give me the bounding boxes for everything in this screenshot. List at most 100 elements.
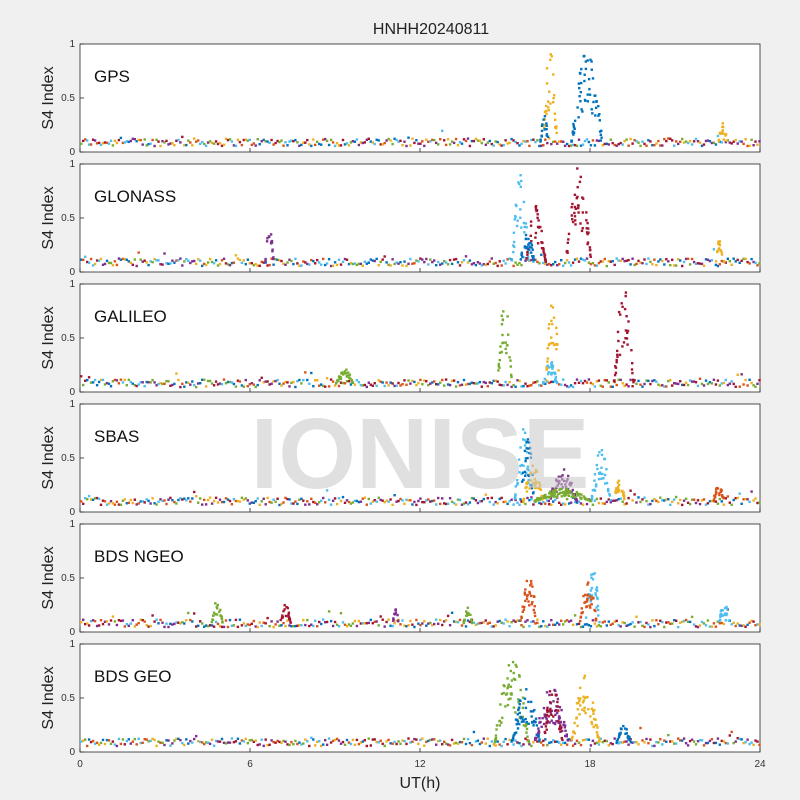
data-point bbox=[532, 381, 535, 384]
data-point bbox=[526, 496, 529, 500]
data-point bbox=[470, 139, 474, 143]
data-point bbox=[599, 384, 602, 387]
data-point bbox=[123, 743, 126, 746]
data-point bbox=[443, 502, 446, 505]
data-point bbox=[135, 623, 138, 626]
data-point bbox=[381, 258, 384, 261]
data-point bbox=[528, 144, 531, 148]
data-point bbox=[605, 624, 608, 627]
data-point bbox=[206, 625, 210, 628]
data-point bbox=[181, 135, 184, 139]
data-point bbox=[544, 382, 547, 385]
data-point bbox=[641, 624, 644, 627]
data-point bbox=[441, 497, 444, 500]
data-point bbox=[472, 497, 476, 500]
data-point bbox=[206, 498, 210, 502]
data-point bbox=[260, 376, 263, 379]
data-point bbox=[609, 742, 612, 745]
event-point bbox=[555, 479, 558, 483]
data-point bbox=[569, 501, 573, 504]
data-point bbox=[665, 139, 668, 143]
event-point bbox=[545, 133, 549, 136]
data-point bbox=[520, 385, 523, 388]
data-point bbox=[413, 141, 416, 145]
data-point bbox=[185, 381, 188, 384]
event-point bbox=[214, 602, 217, 605]
data-point bbox=[494, 744, 497, 747]
data-point bbox=[708, 381, 712, 384]
data-point bbox=[157, 622, 160, 625]
data-point bbox=[530, 620, 533, 624]
data-point bbox=[667, 733, 670, 737]
event-point bbox=[583, 54, 586, 58]
event-point bbox=[589, 253, 592, 256]
data-point bbox=[431, 260, 434, 264]
data-point bbox=[401, 264, 404, 267]
data-point bbox=[234, 254, 238, 257]
event-point bbox=[724, 606, 727, 610]
event-point bbox=[571, 202, 574, 206]
event-point bbox=[577, 211, 580, 214]
data-point bbox=[724, 140, 727, 144]
event-point bbox=[573, 215, 577, 218]
data-point bbox=[536, 260, 539, 264]
data-point bbox=[736, 496, 739, 500]
event-point bbox=[554, 694, 558, 697]
data-point bbox=[738, 140, 741, 143]
event-point bbox=[550, 494, 554, 498]
data-point bbox=[304, 141, 307, 144]
data-point bbox=[286, 144, 289, 147]
data-point bbox=[292, 625, 295, 628]
data-point bbox=[193, 612, 196, 615]
data-point bbox=[536, 380, 539, 383]
data-point bbox=[752, 144, 755, 147]
data-point bbox=[492, 379, 495, 383]
event-point bbox=[538, 717, 541, 720]
event-point bbox=[529, 456, 533, 459]
figure-title: HNHH20240811 bbox=[373, 21, 489, 38]
data-point bbox=[216, 622, 220, 626]
event-point bbox=[519, 715, 522, 719]
data-point bbox=[756, 501, 759, 505]
data-point bbox=[562, 502, 565, 505]
data-point bbox=[599, 139, 602, 142]
event-point bbox=[620, 728, 623, 731]
data-point bbox=[320, 744, 323, 748]
data-point bbox=[682, 619, 686, 623]
data-point bbox=[482, 263, 485, 266]
data-point bbox=[750, 138, 753, 141]
event-point bbox=[545, 124, 548, 127]
event-point bbox=[582, 594, 585, 598]
data-point bbox=[692, 740, 696, 743]
data-point bbox=[278, 382, 281, 385]
data-point bbox=[373, 738, 376, 741]
data-point bbox=[133, 737, 136, 741]
event-point bbox=[594, 609, 597, 613]
data-point bbox=[740, 259, 743, 262]
data-point bbox=[752, 743, 755, 747]
event-point bbox=[515, 224, 519, 228]
event-point bbox=[588, 596, 591, 600]
data-point bbox=[667, 137, 670, 140]
event-point bbox=[526, 465, 529, 468]
event-point bbox=[544, 716, 547, 719]
data-point bbox=[230, 381, 234, 384]
event-point bbox=[548, 690, 552, 693]
data-point bbox=[718, 622, 721, 625]
data-point bbox=[232, 382, 236, 386]
event-point bbox=[508, 356, 511, 359]
event-point bbox=[578, 699, 581, 703]
data-point bbox=[333, 144, 337, 148]
data-point bbox=[452, 742, 456, 745]
data-point bbox=[316, 503, 319, 506]
event-point bbox=[719, 248, 722, 252]
event-point bbox=[549, 58, 552, 61]
data-point bbox=[171, 142, 174, 145]
data-point bbox=[216, 501, 220, 504]
data-point bbox=[681, 383, 684, 387]
data-point bbox=[679, 380, 682, 383]
data-point bbox=[163, 743, 166, 747]
event-point bbox=[570, 139, 573, 142]
data-point bbox=[550, 142, 553, 146]
data-point bbox=[462, 259, 466, 262]
